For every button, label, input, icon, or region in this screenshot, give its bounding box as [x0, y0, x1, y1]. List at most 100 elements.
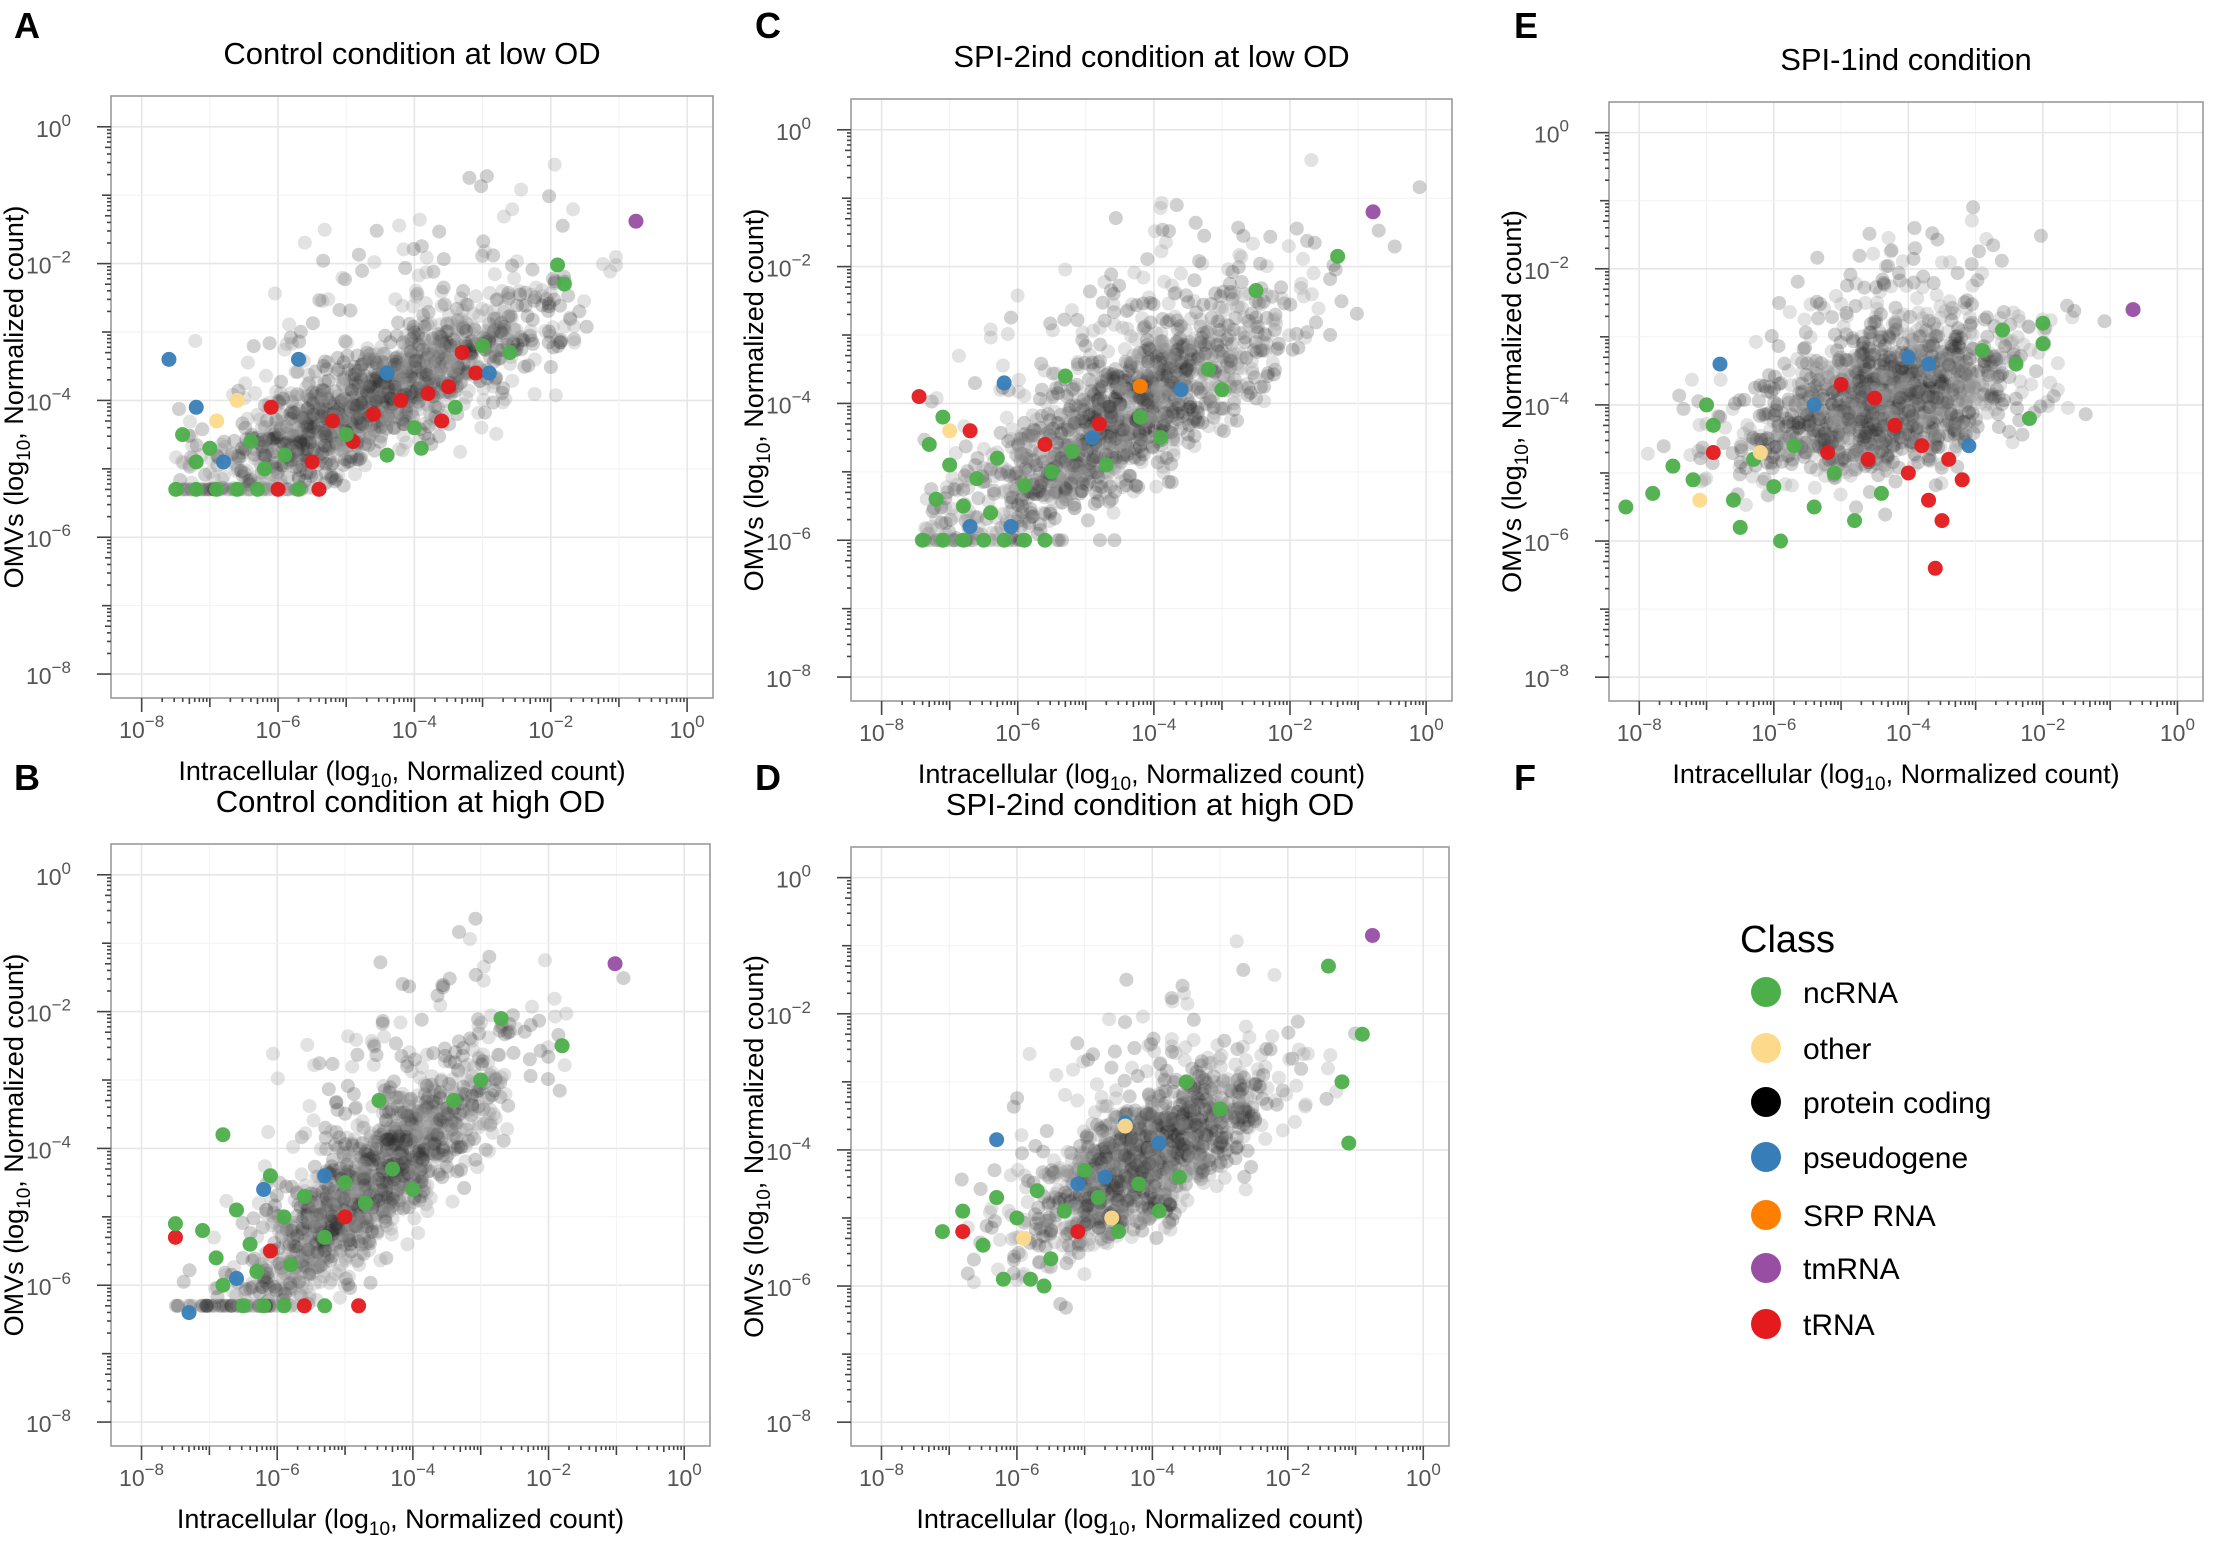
point-ncrna [1766, 479, 1782, 495]
point-protein-coding [1760, 384, 1775, 399]
point-protein-coding [279, 436, 293, 451]
point-protein-coding [353, 407, 368, 422]
point-ncrna [502, 345, 518, 361]
point-protein-coding [1043, 316, 1058, 331]
point-trna [440, 379, 456, 395]
point-protein-coding [1197, 228, 1212, 243]
point-protein-coding [423, 316, 438, 331]
point-ncrna [1044, 464, 1060, 480]
point-protein-coding [1840, 278, 1855, 293]
gridlines [111, 96, 713, 698]
point-protein-coding [337, 372, 352, 387]
panel-label-f: F [1514, 757, 1536, 798]
point-ncrna [256, 461, 272, 477]
point-protein-coding [1004, 310, 1018, 325]
point-protein-coding [276, 391, 290, 406]
point-protein-coding [1991, 420, 2006, 435]
point-protein-coding [402, 350, 417, 365]
point-protein-coding [302, 435, 317, 450]
point-protein-coding [1001, 434, 1016, 449]
point-protein-coding [1140, 333, 1155, 347]
point-protein-coding [1274, 280, 1289, 295]
point-protein-coding [2024, 377, 2039, 392]
point-protein-coding [596, 257, 610, 271]
point-protein-coding [302, 426, 317, 441]
point-protein-coding [354, 419, 369, 434]
x-tick-label: 10−6 [995, 715, 1040, 746]
point-protein-coding [388, 292, 403, 307]
point-protein-coding [339, 335, 354, 350]
point-protein-coding [1214, 300, 1229, 315]
point-ncrna [1200, 361, 1216, 377]
point-ncrna [202, 440, 218, 456]
point-protein-coding [273, 386, 288, 401]
point-protein-coding [1154, 244, 1169, 259]
point-protein-coding [355, 263, 370, 278]
point-protein-coding [1253, 297, 1268, 312]
point-protein-coding [1140, 252, 1155, 267]
point-protein-coding [313, 409, 328, 424]
point-protein-coding [2029, 364, 2043, 379]
point-protein-coding [303, 392, 318, 407]
point-protein-coding [1178, 323, 1193, 338]
point-protein-coding [1049, 381, 1063, 396]
point-protein-coding [422, 375, 437, 390]
point-protein-coding [1772, 296, 1787, 310]
point-protein-coding [267, 431, 282, 446]
point-protein-coding [317, 374, 332, 389]
point-trna [1037, 436, 1053, 452]
point-protein-coding [1777, 356, 1792, 371]
point-protein-coding [501, 309, 516, 324]
point-protein-coding [476, 234, 491, 249]
point-protein-coding [474, 420, 489, 435]
point-protein-coding [305, 385, 320, 400]
point-ncrna [475, 338, 491, 354]
point-protein-coding [1269, 317, 1283, 332]
point-protein-coding [513, 330, 528, 345]
point-ncrna [942, 457, 958, 473]
point-protein-coding [1203, 320, 1218, 335]
point-pseudogene [1085, 430, 1101, 446]
axis-label-subscript: 10 [14, 440, 35, 461]
point-protein-coding [1387, 239, 1402, 254]
point-pseudogene [161, 351, 177, 367]
point-ncrna [1214, 382, 1230, 398]
point-protein-coding [169, 450, 184, 465]
point-trna [311, 481, 327, 497]
point-protein-coding [430, 355, 445, 370]
point-protein-coding [1027, 425, 1042, 440]
point-protein-coding [1833, 335, 1848, 350]
point-protein-coding [297, 235, 312, 250]
point-protein-coding [283, 330, 298, 345]
point-trna [1927, 560, 1943, 576]
point-protein-coding [450, 325, 465, 340]
point-protein-coding [1965, 297, 1979, 312]
point-protein-coding [439, 361, 454, 376]
point-ncrna [935, 532, 951, 548]
point-trna [911, 389, 927, 405]
point-protein-coding [235, 445, 250, 460]
axis-label-text: , Normalized count) [0, 206, 29, 440]
point-protein-coding [317, 354, 332, 369]
point-protein-coding [1656, 439, 1671, 454]
y-tick-label: 10−4 [766, 387, 811, 418]
point-protein-coding [1282, 328, 1297, 343]
point-protein-coding [363, 379, 378, 394]
point-protein-coding [541, 299, 556, 314]
point-ncrna [209, 481, 225, 497]
point-protein-coding [1047, 511, 1062, 526]
point-protein-coding [1782, 305, 1797, 319]
point-ncrna [250, 481, 266, 497]
panel-title: Control condition at low OD [223, 36, 600, 71]
point-protein-coding [340, 348, 355, 363]
point-protein-coding [1841, 433, 1856, 448]
point-protein-coding [366, 373, 381, 387]
point-protein-coding [280, 426, 295, 441]
point-protein-coding [1745, 469, 1760, 484]
point-protein-coding [287, 432, 302, 447]
point-protein-coding [1862, 226, 1877, 241]
point-protein-coding [1270, 341, 1285, 356]
point-protein-coding [1103, 405, 1118, 420]
legend-item-other: other [1751, 1033, 1871, 1066]
point-protein-coding [431, 329, 446, 344]
